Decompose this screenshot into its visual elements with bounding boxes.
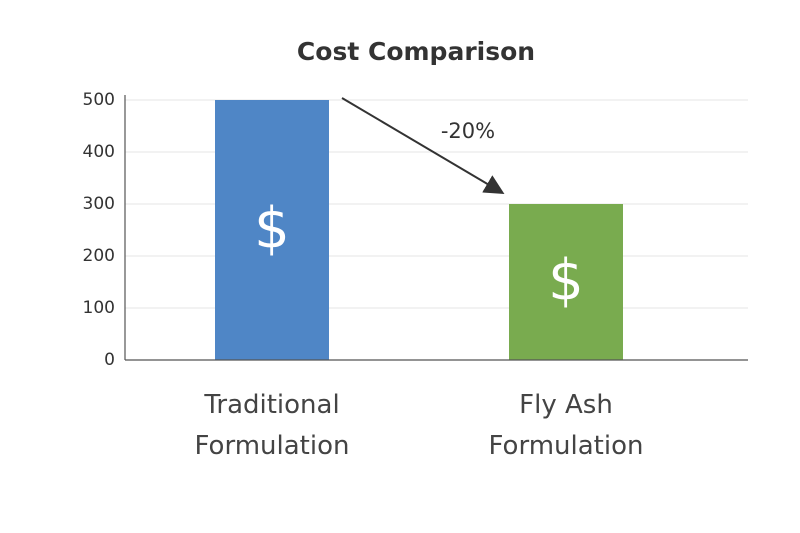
bar-symbol: $ [548, 248, 584, 313]
x-tick-label: Traditional Formulation [194, 390, 350, 461]
bar [215, 100, 329, 360]
y-tick-label: 300 [83, 194, 115, 214]
annotation: -20% [441, 119, 495, 143]
y-tick-label: 0 [104, 350, 115, 370]
y-tick-label: 400 [83, 142, 115, 162]
y-tick-label: 100 [83, 298, 115, 318]
y-tick-label: 200 [83, 246, 115, 266]
x-tick-label: Fly Ash Formulation [488, 390, 644, 461]
bar [509, 204, 623, 360]
y-tick-label: 500 [83, 90, 115, 110]
bar-symbol: $ [254, 196, 290, 261]
chart-title: Cost Comparison [297, 37, 535, 66]
change-arrow [341, 97, 505, 195]
